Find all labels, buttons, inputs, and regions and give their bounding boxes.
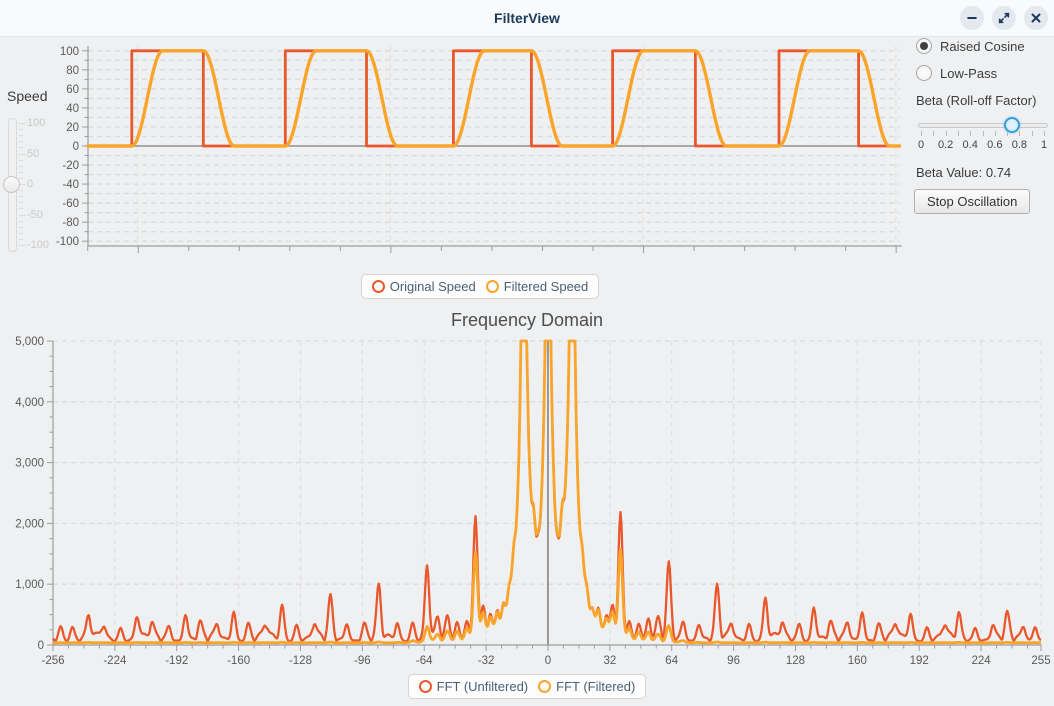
svg-text:-160: -160	[227, 655, 250, 667]
radio-unselected-icon	[916, 65, 932, 81]
svg-text:160: 160	[848, 655, 867, 667]
fft-filtered-line	[52, 339, 1042, 645]
stop-oscillation-button[interactable]: Stop Oscillation	[914, 189, 1031, 214]
maximize-button[interactable]	[992, 6, 1016, 30]
svg-text:3,000: 3,000	[15, 458, 44, 470]
svg-text:80: 80	[66, 65, 79, 77]
original-speed-marker-icon	[371, 280, 385, 293]
radio-raised-cosine-label: Raised Cosine	[940, 38, 1025, 54]
radio-raised-cosine[interactable]: Raised Cosine	[916, 38, 1025, 54]
svg-text:64: 64	[665, 655, 678, 667]
svg-text:0: 0	[545, 655, 551, 667]
legend-item-filtered-speed[interactable]: Filtered Speed	[485, 279, 588, 294]
minimize-icon	[967, 17, 977, 19]
svg-text:255: 255	[1031, 655, 1050, 667]
svg-text:2,000: 2,000	[15, 518, 44, 530]
radio-selected-icon	[916, 38, 932, 54]
time-legend: Original Speed Filtered Speed	[360, 274, 600, 299]
svg-text:100: 100	[60, 46, 79, 58]
titlebar: FilterView	[0, 0, 1054, 37]
speed-slider-label: Speed	[7, 88, 48, 104]
svg-text:-80: -80	[62, 217, 79, 229]
radio-low-pass[interactable]: Low-Pass	[916, 65, 997, 81]
fft-chart-title: Frequency Domain	[450, 310, 604, 330]
svg-text:-40: -40	[62, 179, 79, 191]
filtered-speed-line	[86, 49, 902, 148]
svg-text:-256: -256	[41, 655, 64, 667]
svg-text:1,000: 1,000	[15, 579, 44, 591]
beta-value-text: Beta Value: 0.74	[916, 165, 1012, 180]
legend-item-original-speed[interactable]: Original Speed	[371, 279, 476, 294]
svg-text:0: 0	[73, 141, 79, 153]
fft-unfiltered-line	[52, 339, 1042, 643]
svg-text:60: 60	[66, 84, 79, 96]
speed-time-chart: 100 80 60 40 20 0 -20 -40 -60 -80 -100	[56, 46, 902, 253]
svg-text:40: 40	[66, 103, 79, 115]
svg-text:-60: -60	[62, 198, 79, 210]
beta-rolloff-label: Beta (Roll-off Factor)	[916, 93, 1037, 108]
svg-text:5,000: 5,000	[15, 336, 44, 348]
legend-item-fft-filtered[interactable]: FFT (Filtered)	[538, 679, 635, 694]
svg-text:-96: -96	[354, 655, 371, 667]
svg-text:32: 32	[603, 655, 616, 667]
maximize-icon	[998, 12, 1010, 24]
filtered-speed-marker-icon	[485, 280, 499, 293]
svg-text:96: 96	[727, 655, 740, 667]
close-button[interactable]	[1024, 6, 1048, 30]
svg-text:4,000: 4,000	[15, 397, 44, 409]
svg-text:-100: -100	[56, 236, 79, 248]
fft-legend: FFT (Unfiltered) FFT (Filtered)	[407, 674, 647, 699]
legend-item-fft-unfiltered[interactable]: FFT (Unfiltered)	[418, 679, 528, 694]
fft-unfiltered-marker-icon	[418, 680, 432, 693]
svg-text:0: 0	[38, 640, 44, 652]
svg-text:-20: -20	[62, 160, 79, 172]
svg-text:20: 20	[66, 122, 79, 134]
svg-text:-192: -192	[165, 655, 188, 667]
speed-slider[interactable]: 100 50 0 -50 -100	[2, 116, 64, 254]
beta-slider-thumb[interactable]	[1004, 117, 1021, 133]
minimize-button[interactable]	[960, 6, 984, 30]
beta-slider[interactable]: 0 0.2 0.4 0.6 0.8 1	[912, 117, 1054, 157]
window-title: FilterView	[494, 10, 560, 26]
window-controls	[960, 6, 1048, 30]
svg-text:-128: -128	[289, 655, 312, 667]
beta-slider-track[interactable]	[918, 123, 1048, 128]
svg-text:128: 128	[786, 655, 805, 667]
svg-text:-64: -64	[416, 655, 433, 667]
svg-text:-224: -224	[103, 655, 127, 667]
svg-text:192: 192	[910, 655, 929, 667]
speed-slider-thumb[interactable]	[3, 175, 20, 193]
fft-filtered-marker-icon	[538, 680, 552, 693]
radio-low-pass-label: Low-Pass	[940, 65, 998, 81]
svg-text:224: 224	[971, 655, 991, 667]
fft-chart: 0 1,000 2,000 3,000 4,000 5,000 -256 -224 -192 -1…	[15, 336, 1050, 667]
svg-text:-32: -32	[478, 655, 495, 667]
close-icon	[1031, 13, 1041, 23]
